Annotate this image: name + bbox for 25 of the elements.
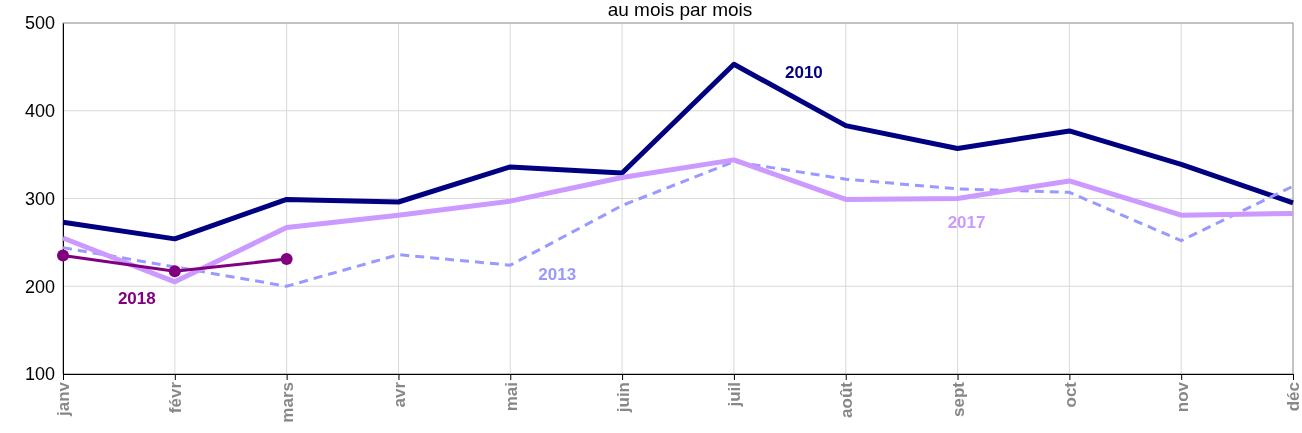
x-tick-label: déc bbox=[1284, 382, 1302, 412]
x-tick-label: avr bbox=[389, 381, 409, 408]
point bbox=[280, 253, 293, 266]
y-tick-label: 300 bbox=[24, 188, 55, 209]
series-label: 2010 bbox=[785, 63, 823, 83]
x-tick-label: mai bbox=[501, 382, 521, 412]
x-tick-label: oct bbox=[1060, 381, 1080, 408]
x-tick-label: nov bbox=[1172, 381, 1192, 413]
chart-title: au mois par mois bbox=[607, 0, 753, 20]
y-tick-label: 500 bbox=[24, 13, 55, 34]
x-tick-label: juin bbox=[613, 382, 633, 414]
point bbox=[57, 249, 69, 262]
x-tick-label: août bbox=[837, 381, 857, 418]
y-tick-label: 400 bbox=[24, 101, 55, 122]
y-tick-label: 200 bbox=[24, 276, 55, 297]
y-tick-label: 100 bbox=[24, 364, 55, 385]
x-tick-label: févr bbox=[166, 381, 186, 414]
x-tick-label: juil bbox=[725, 382, 745, 408]
x-tick-label: janv bbox=[54, 381, 74, 418]
series-label: 2017 bbox=[947, 212, 986, 232]
series-label: 2013 bbox=[538, 265, 577, 285]
x-tick-label: sept bbox=[949, 381, 968, 417]
point bbox=[168, 265, 181, 278]
x-tick-label: mars bbox=[278, 382, 298, 423]
series-label: 2018 bbox=[117, 289, 156, 309]
